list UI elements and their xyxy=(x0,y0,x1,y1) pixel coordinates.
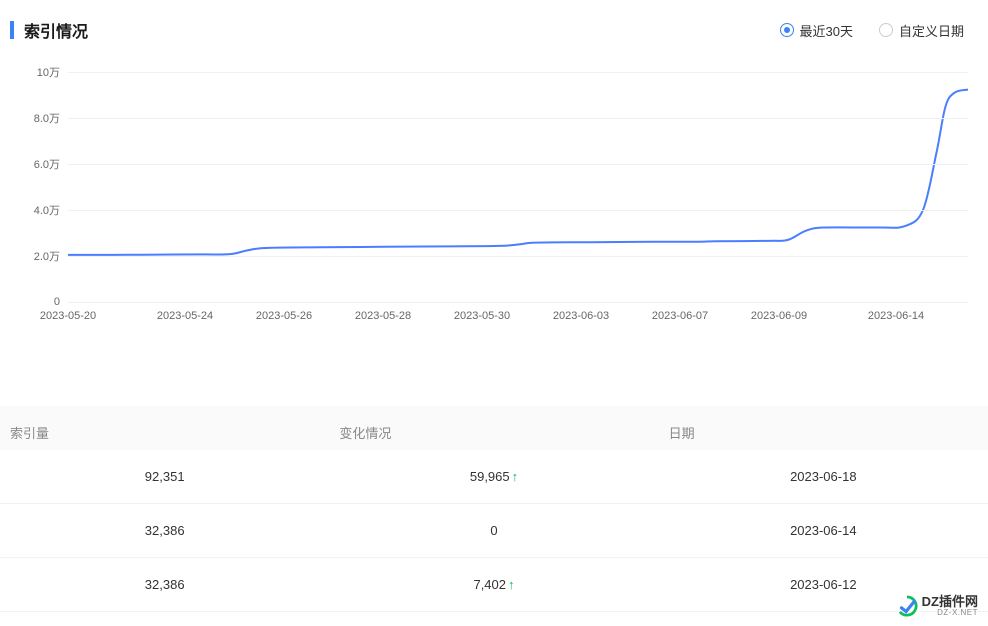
radio-label: 自定义日期 xyxy=(899,21,964,40)
cell-change: 59,965↑ xyxy=(329,469,658,484)
up-arrow-icon: ↑ xyxy=(508,577,515,592)
y-tick-label: 2.0万 xyxy=(34,248,60,264)
y-tick-label: 8.0万 xyxy=(34,110,60,126)
grid-line xyxy=(68,118,968,119)
x-tick-label: 2023-05-26 xyxy=(256,310,312,322)
watermark: DZ插件网 DZ-X.NET xyxy=(896,595,978,618)
date-range-radios: 最近30天 自定义日期 xyxy=(780,21,964,40)
table-header: 索引量 变化情况 日期 xyxy=(0,406,988,450)
grid-line xyxy=(68,72,968,73)
x-axis: 2023-05-202023-05-242023-05-262023-05-28… xyxy=(68,310,968,330)
radio-icon xyxy=(879,23,893,37)
table-row: 32,3867,402↑2023-06-12 xyxy=(0,558,988,612)
title-wrap: 索引情况 xyxy=(10,18,88,42)
grid-line xyxy=(68,164,968,165)
cell-index: 92,351 xyxy=(0,469,329,484)
cell-date: 2023-06-12 xyxy=(659,577,988,592)
grid-line xyxy=(68,210,968,211)
grid-line xyxy=(68,302,968,303)
radio-label: 最近30天 xyxy=(800,21,853,40)
table-body: 92,35159,965↑2023-06-1832,38602023-06-14… xyxy=(0,450,988,612)
x-tick-label: 2023-05-28 xyxy=(355,310,411,322)
x-tick-label: 2023-06-09 xyxy=(751,310,807,322)
index-chart: 02.0万4.0万6.0万8.0万10万 2023-05-202023-05-2… xyxy=(14,72,974,362)
cell-change: 0 xyxy=(329,523,658,538)
cell-date: 2023-06-18 xyxy=(659,469,988,484)
panel-header: 索引情况 最近30天 自定义日期 xyxy=(0,0,988,52)
x-tick-label: 2023-05-24 xyxy=(157,310,213,322)
chart-plot[interactable] xyxy=(68,72,968,302)
up-arrow-icon: ↑ xyxy=(512,469,519,484)
cell-date: 2023-06-14 xyxy=(659,523,988,538)
grid-line xyxy=(68,256,968,257)
watermark-logo-icon xyxy=(896,595,918,617)
col-header-index: 索引量 xyxy=(0,405,329,452)
x-tick-label: 2023-06-07 xyxy=(652,310,708,322)
col-header-change: 变化情况 xyxy=(329,405,658,452)
radio-icon xyxy=(780,23,794,37)
index-table: 索引量 变化情况 日期 92,35159,965↑2023-06-1832,38… xyxy=(0,406,988,612)
col-header-date: 日期 xyxy=(659,405,988,452)
cell-index: 32,386 xyxy=(0,577,329,592)
radio-last-30-days[interactable]: 最近30天 xyxy=(780,21,853,40)
chart-svg xyxy=(68,72,968,302)
watermark-sub: DZ-X.NET xyxy=(922,609,978,618)
x-tick-label: 2023-06-14 xyxy=(868,310,924,322)
y-axis: 02.0万4.0万6.0万8.0万10万 xyxy=(14,72,64,302)
y-tick-label: 10万 xyxy=(37,64,60,80)
y-tick-label: 0 xyxy=(54,296,60,308)
watermark-main: DZ插件网 xyxy=(922,595,978,609)
table-row: 92,35159,965↑2023-06-18 xyxy=(0,450,988,504)
y-tick-label: 4.0万 xyxy=(34,202,60,218)
panel-title: 索引情况 xyxy=(24,18,88,42)
x-tick-label: 2023-05-20 xyxy=(40,310,96,322)
x-tick-label: 2023-06-03 xyxy=(553,310,609,322)
table-row: 32,38602023-06-14 xyxy=(0,504,988,558)
radio-custom-date[interactable]: 自定义日期 xyxy=(879,21,964,40)
y-tick-label: 6.0万 xyxy=(34,156,60,172)
title-accent-bar xyxy=(10,21,14,39)
cell-index: 32,386 xyxy=(0,523,329,538)
cell-change: 7,402↑ xyxy=(329,577,658,592)
x-tick-label: 2023-05-30 xyxy=(454,310,510,322)
